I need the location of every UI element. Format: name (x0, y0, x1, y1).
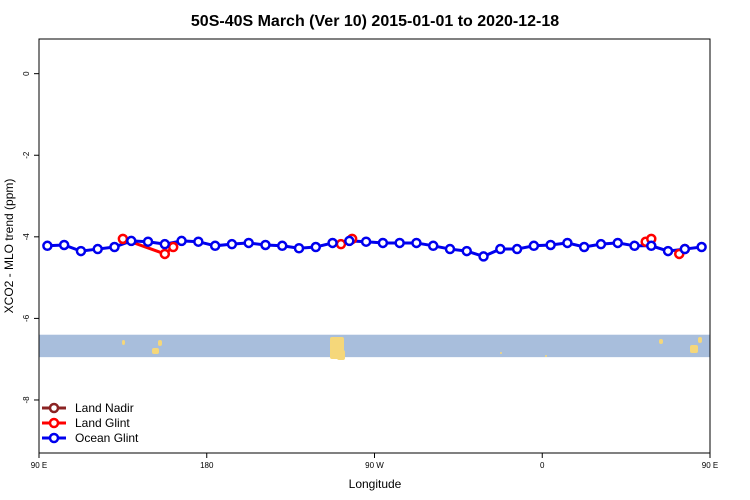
x-tick-label: 180 (200, 461, 214, 470)
ocean-glint-point (327, 237, 338, 249)
legend-ocean-glint-label: Ocean Glint (75, 431, 139, 445)
legend-ocean-glint-marker (48, 432, 60, 444)
ocean-glint-point (612, 237, 623, 249)
series-layer (42, 233, 707, 262)
ocean-glint-point (226, 238, 238, 250)
legend-land-glint-label: Land Glint (75, 416, 130, 430)
ocean-glint-point (411, 237, 422, 249)
x-axis: 90 E 180 90 W 0 90 E (31, 453, 718, 470)
ocean-glint-point (209, 240, 221, 252)
ocean-glint-point (595, 238, 607, 250)
map-land (152, 348, 159, 354)
ocean-glint-point (679, 243, 691, 255)
ocean-glint-point (260, 239, 271, 251)
ocean-glint-point (427, 240, 439, 252)
legend-land-glint-marker (48, 417, 60, 429)
chart-title: 50S-40S March (Ver 10) 2015-01-01 to 202… (191, 13, 559, 30)
ocean-glint-point (528, 240, 540, 252)
ocean-glint-point (142, 236, 154, 247)
ocean-glint-point (646, 240, 657, 252)
ocean-glint-point (662, 245, 674, 257)
map-land (698, 337, 702, 343)
map-land (122, 340, 125, 345)
ocean-glint-point (243, 237, 254, 249)
ocean-glint-point (310, 241, 322, 253)
ocean-glint-point (176, 235, 187, 247)
ocean-glint-point (478, 251, 489, 262)
map-land (659, 339, 663, 344)
ocean-glint-point (495, 243, 506, 255)
ocean-glint-point (293, 242, 305, 254)
ocean-glint-point (193, 236, 204, 247)
land-glint-point (117, 233, 129, 245)
ocean-glint-point (126, 235, 137, 247)
ocean-glint-point (461, 245, 473, 257)
ocean-glint-point (109, 241, 120, 253)
ocean-glint-point (42, 240, 53, 252)
ocean-glint-point (629, 240, 640, 252)
y-axis: 0 -2 -4 -6 -8 (22, 71, 39, 404)
ocean-glint-point (58, 239, 70, 251)
ocean-glint-point (344, 235, 355, 247)
ocean-glint-point (444, 243, 456, 255)
ocean-glint-point (562, 237, 573, 249)
ocean-glint-point (92, 243, 103, 255)
x-tick-label: 90 W (365, 461, 384, 470)
legend-land-nadir-label: Land Nadir (75, 401, 134, 415)
ocean-glint-line (47, 239, 702, 259)
map-land (545, 355, 547, 357)
ocean-glint-point (75, 245, 87, 257)
map-land (500, 352, 502, 354)
map-ocean (39, 334, 710, 358)
land-glint-point (335, 238, 347, 250)
ocean-glint-point (578, 241, 590, 253)
legend-land-nadir-marker (48, 402, 60, 414)
ocean-glint-point (276, 240, 288, 252)
map-land (690, 345, 698, 353)
ocean-glint-point (545, 239, 556, 251)
y-tick-label: -6 (22, 314, 31, 322)
ocean-glint-point (377, 237, 389, 249)
map-land (158, 340, 162, 346)
x-axis-title: Longitude (349, 477, 402, 491)
ocean-glint-point (159, 238, 171, 250)
x-tick-label: 0 (540, 461, 545, 470)
ocean-glint-point (394, 237, 405, 249)
land-glint-point (167, 241, 179, 253)
ocean-glint-point (360, 236, 372, 247)
y-tick-label: -8 (22, 396, 31, 404)
map-strip (39, 334, 710, 360)
land-glint-point (159, 248, 171, 260)
y-tick-label: 0 (22, 71, 31, 76)
y-tick-label: -2 (22, 151, 31, 159)
x-tick-label: 90 E (702, 461, 718, 470)
ocean-glint-point (696, 241, 707, 253)
ocean-glint-point (511, 243, 523, 255)
y-tick-label: -4 (22, 233, 31, 241)
map-land (337, 350, 345, 360)
x-tick-label: 90 E (31, 461, 47, 470)
y-axis-title: XCO2 - MLO trend (ppm) (2, 179, 16, 314)
